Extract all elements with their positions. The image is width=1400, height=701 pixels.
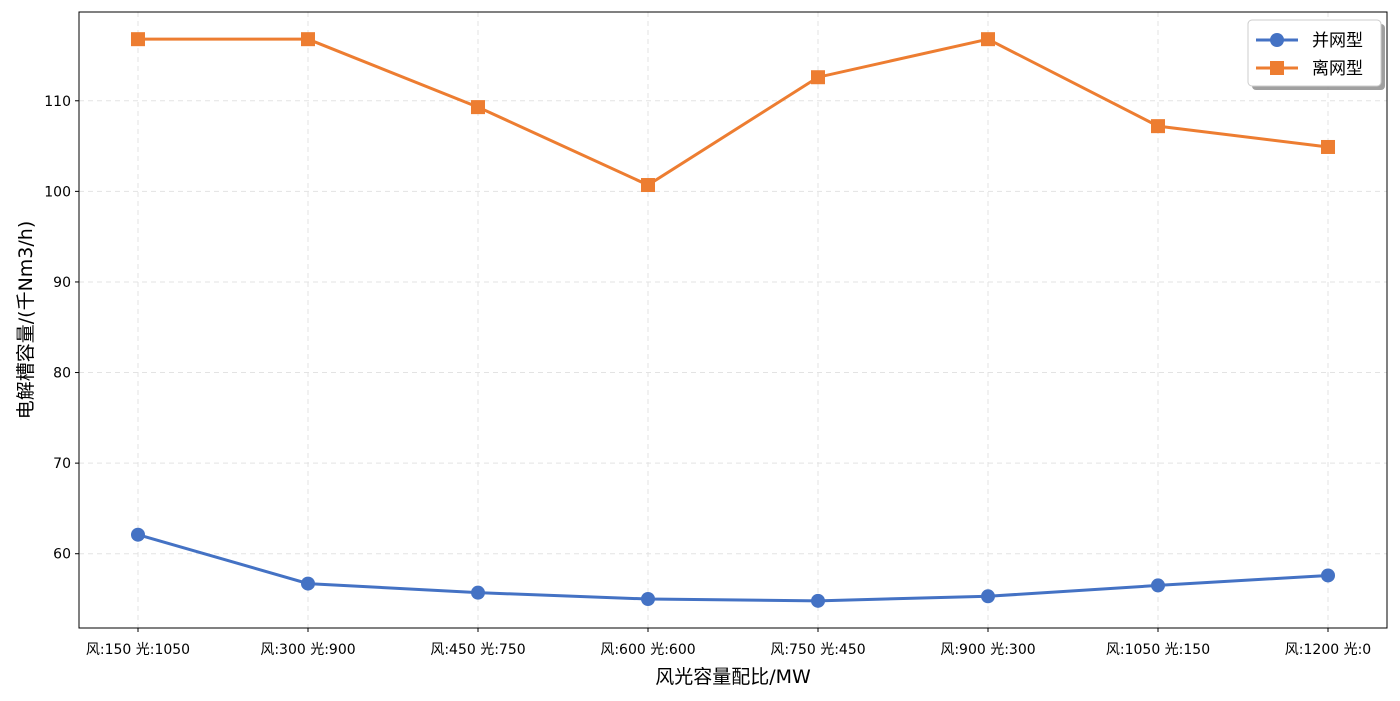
data-point [470,585,485,600]
x-tick-label: 风:300 光:900 [260,642,355,658]
y-tick-label: 100 [44,184,71,200]
data-point [130,32,145,47]
data-point [1321,139,1336,154]
data-point [300,32,315,47]
legend-label: 并网型 [1312,31,1363,51]
data-point [1151,119,1166,134]
data-point [470,100,485,115]
series-line [137,37,1329,187]
data-point [640,178,655,193]
data-point [1151,578,1166,593]
data-point [130,527,145,542]
x-tick-label: 风:1200 光:0 [1285,642,1371,658]
y-tick-label: 70 [53,456,71,472]
grid [79,12,1387,628]
data-point [811,70,826,85]
y-axis: 60 70 80 90 100 110 [44,94,79,563]
data-point [640,592,655,607]
series-2 [130,32,1336,193]
x-axis-label: 风光容量配比/MW [655,666,811,688]
legend-label: 离网型 [1312,59,1363,79]
data-point [811,593,826,608]
x-axis: 风:150 光:1050 风:300 光:900 风:450 光:750 风:600 … [86,628,1371,658]
x-tick-label: 风:150 光:1050 [86,642,190,658]
data-point [981,32,996,47]
series-1 [130,527,1336,608]
data-point [300,576,315,591]
y-axis-label: 电解槽容量/(千Nm3/h) [15,221,37,419]
y-tick-label: 110 [44,94,71,110]
series-line [137,533,1329,603]
data-point [981,589,996,604]
x-tick-label: 风:600 光:600 [600,642,695,658]
x-tick-label: 风:750 光:450 [770,642,865,658]
legend-marker [1270,61,1284,75]
x-tick-label: 风:450 光:750 [430,642,525,658]
series-group [130,32,1336,608]
y-tick-label: 60 [53,547,71,563]
legend-marker [1270,33,1284,47]
plot-frame [78,11,1388,629]
y-tick-label: 80 [53,366,71,382]
x-tick-label: 风:1050 光:150 [1106,642,1210,658]
x-tick-label: 风:900 光:300 [940,642,1035,658]
y-tick-label: 90 [53,275,71,291]
data-point [1321,568,1336,583]
